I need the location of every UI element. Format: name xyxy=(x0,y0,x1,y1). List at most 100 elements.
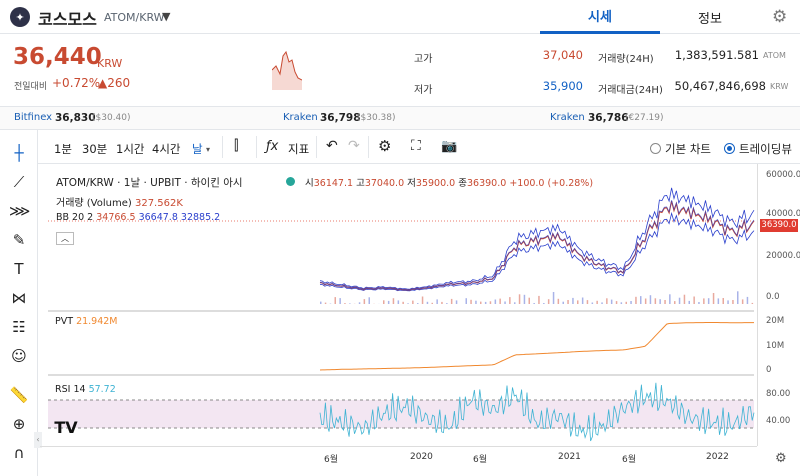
magnet-icon[interactable]: ∩ xyxy=(13,444,25,462)
undo-icon[interactable]: ↶ xyxy=(326,138,338,154)
volume-bar xyxy=(475,300,477,304)
x-tick: 6월 xyxy=(324,455,339,465)
tab-info[interactable]: 정보 xyxy=(698,11,722,27)
x-tick: 6월 xyxy=(473,455,488,465)
collapse-legend-icon[interactable]: ︿ xyxy=(56,232,74,245)
basic-chart-option[interactable]: 기본 차트 xyxy=(650,141,711,157)
volume-bar xyxy=(392,298,395,304)
trend-line-icon[interactable]: ⟋ xyxy=(13,173,25,191)
divider xyxy=(222,136,223,158)
divider xyxy=(316,136,317,158)
fib-icon[interactable]: ⋙ xyxy=(9,202,31,220)
price-chart[interactable] xyxy=(48,168,758,448)
tradingview-option[interactable]: 트레이딩뷰 xyxy=(724,141,792,157)
pvt-legend: PVT 21.942M xyxy=(55,316,118,327)
axis-divider xyxy=(757,164,758,446)
volume-bar xyxy=(562,301,564,304)
zoom-icon[interactable]: ⊕ xyxy=(12,415,26,433)
price-tick: 60000.0 xyxy=(766,170,800,180)
brush-icon[interactable]: ✎ xyxy=(12,231,26,249)
pvt-tick: 10M xyxy=(766,341,785,351)
divider xyxy=(368,136,369,158)
price-unit: KRW xyxy=(97,57,123,70)
pvt-series xyxy=(319,322,754,371)
x-tick: 2022 xyxy=(706,452,729,462)
camera-icon[interactable]: 📷 xyxy=(441,139,458,154)
volume-bar xyxy=(421,296,424,304)
pattern-icon[interactable]: ⋈ xyxy=(11,289,27,307)
exchange-price: 36,798 xyxy=(320,112,361,124)
emoji-icon[interactable]: ☺ xyxy=(11,347,27,365)
volume-bar xyxy=(480,301,482,304)
change-value: +100.0 (+0.28%) xyxy=(509,178,594,189)
ruler-icon[interactable]: 📏 xyxy=(9,386,29,404)
volume-bar xyxy=(567,300,569,304)
interval-1m[interactable]: 1분 xyxy=(54,142,72,156)
interval-day[interactable]: 날 xyxy=(192,142,203,156)
chevron-down-icon[interactable]: ▾ xyxy=(206,145,211,154)
low-label: 저가 xyxy=(414,85,433,96)
top-bar xyxy=(0,0,800,34)
volume-bar xyxy=(746,296,749,304)
volume-bar xyxy=(397,300,400,304)
volume-bar xyxy=(528,297,530,304)
price-tick: 0.0 xyxy=(766,292,780,302)
volume-bar xyxy=(407,303,409,304)
volume-bar xyxy=(363,299,366,304)
volume-bar xyxy=(344,303,346,304)
tradingview-label: 트레이딩뷰 xyxy=(739,142,792,156)
volume-bar xyxy=(737,291,739,304)
volume-bar xyxy=(606,298,608,304)
fullscreen-icon[interactable]: ⛶ xyxy=(411,138,421,154)
volume-bar xyxy=(383,300,385,304)
volume-bar xyxy=(727,300,729,304)
volume-bar xyxy=(741,299,744,304)
volume-bar xyxy=(455,300,458,304)
exchange-name[interactable]: Kraken xyxy=(283,112,318,123)
volume-bar xyxy=(349,303,351,304)
chart-title: ATOM/KRW · 1날 · UPBIT · 하이킨 아시 xyxy=(56,177,243,189)
volume-bar xyxy=(717,298,720,304)
exchange-name[interactable]: Bitfinex xyxy=(14,112,53,123)
volume-bar xyxy=(426,301,429,304)
interval-1h[interactable]: 1시간 xyxy=(116,142,145,156)
chart-settings-icon[interactable]: ⚙ xyxy=(775,451,787,466)
price-series xyxy=(319,200,755,291)
candle-type-icon[interactable]: ⫿ xyxy=(234,138,239,154)
gear-icon[interactable]: ⚙ xyxy=(772,7,788,27)
volume-bar xyxy=(586,300,589,304)
change-percent: +0.72% xyxy=(52,76,101,90)
cosmos-logo-icon: ✦ xyxy=(10,7,30,27)
volume-bar xyxy=(659,299,661,304)
volume-bar xyxy=(441,301,443,304)
exchange-price: 36,830 xyxy=(55,112,96,124)
volume-bar xyxy=(334,297,336,304)
settings-icon[interactable]: ⚙ xyxy=(378,137,392,155)
volume-bar xyxy=(601,302,603,304)
volume-bar xyxy=(703,298,705,304)
volume-bar xyxy=(494,299,497,304)
basic-chart-label: 기본 차트 xyxy=(665,142,711,156)
interval-4h[interactable]: 4시간 xyxy=(152,142,181,156)
redo-icon[interactable]: ↷ xyxy=(348,138,360,154)
high-value: 37040.0 xyxy=(364,178,405,189)
indicators-button[interactable]: 지표 xyxy=(288,142,310,156)
exchange-name[interactable]: Kraken xyxy=(550,112,585,123)
interval-30m[interactable]: 30분 xyxy=(82,142,108,156)
chevron-down-icon[interactable]: ▼ xyxy=(162,10,171,23)
pvt-tick: 20M xyxy=(766,316,785,326)
collapse-toolbar-icon[interactable]: ‹ xyxy=(34,432,42,448)
current-price-tag: 36390.0 xyxy=(760,219,798,232)
tab-quote[interactable]: 시세 xyxy=(540,0,660,34)
change-value: ▲260 xyxy=(98,76,131,90)
current-price: 36,440 xyxy=(13,44,102,70)
measure-lines-icon[interactable]: ☷ xyxy=(12,318,26,336)
divider xyxy=(256,136,257,158)
volume-bar xyxy=(698,302,700,304)
price-tick: 20000.0 xyxy=(766,251,800,261)
volume-bar xyxy=(751,302,754,304)
fx-icon[interactable]: ƒx xyxy=(266,139,279,154)
volume-bar xyxy=(547,299,550,304)
crosshair-icon[interactable]: ┼ xyxy=(14,144,24,162)
text-icon[interactable]: T xyxy=(14,260,24,278)
